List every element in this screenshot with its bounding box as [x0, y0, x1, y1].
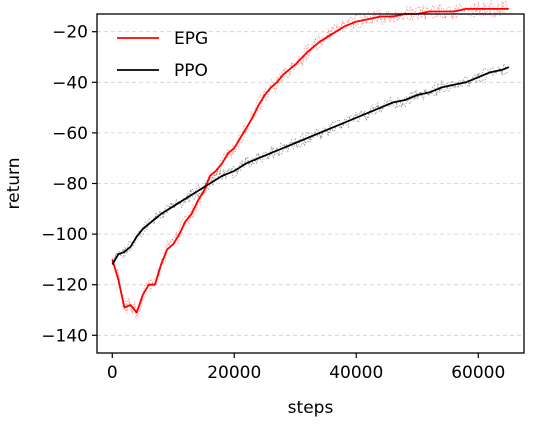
raw-trace-ppo	[112, 62, 508, 263]
series-line-epg	[111, 7, 509, 314]
x-tick-label: 0	[107, 363, 118, 383]
series-line-ppo	[111, 66, 510, 265]
raw-trace-epg	[111, 0, 508, 320]
x-tick-label: 40000	[329, 363, 383, 383]
legend-label-epg: EPG	[174, 29, 208, 49]
x-axis-label: steps	[288, 398, 334, 418]
y-tick-label: −60	[52, 124, 88, 144]
y-tick-label: −100	[41, 225, 88, 245]
raw-trace-epg	[111, 0, 508, 318]
y-tick-label: −40	[52, 73, 88, 93]
y-tick-label: −120	[41, 276, 88, 296]
y-tick-label: −20	[52, 23, 88, 43]
x-tick-label: 60000	[451, 363, 505, 383]
raw-points	[111, 0, 508, 320]
raw-trace-ppo	[112, 67, 508, 262]
legend: EPG PPO	[117, 29, 208, 81]
axis-ticks: −20 −40 −60 −80 −100 −120 −140 0 20000 40000 60000	[41, 23, 505, 383]
y-tick-label: −80	[52, 175, 88, 195]
x-tick-label: 20000	[207, 363, 261, 383]
legend-label-ppo: PPO	[174, 61, 208, 81]
y-axis-label: return	[4, 158, 24, 210]
grid	[97, 31, 524, 336]
y-tick-label: −140	[41, 326, 88, 346]
series-lines	[111, 7, 510, 314]
